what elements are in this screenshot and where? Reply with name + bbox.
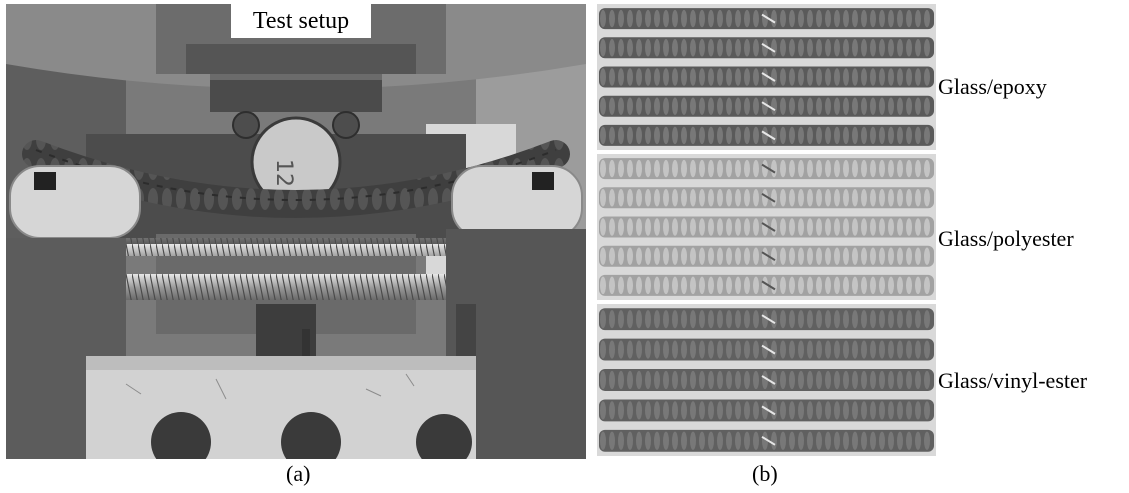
bar-specimen [599,66,934,88]
bar-specimen [599,124,934,146]
test-setup-title: Test setup [231,4,371,38]
bar-specimen [599,37,934,59]
bar-specimen [599,216,934,238]
bar-specimen [599,95,934,117]
bar-specimen [599,429,934,452]
bar-specimen [599,399,934,422]
bar-specimen [599,369,934,391]
bar-specimen [599,245,934,267]
bar-specimen [599,338,934,361]
bar-specimen [599,158,934,180]
bar-specimens [597,4,936,456]
failed-bars-photo [597,4,936,459]
label-glass-polyester: Glass/polyester [938,226,1074,251]
bar-specimen [599,187,934,209]
caption-a: (a) [286,461,311,486]
svg-text:12: 12 [271,159,296,187]
bar-specimen [599,8,934,30]
bar-specimen [599,308,934,331]
test-setup-photo: 12 [6,4,586,459]
label-glass-vinyl-ester: Glass/vinyl-ester [938,368,1088,393]
caption-b: (b) [752,461,778,486]
label-glass-epoxy: Glass/epoxy [938,74,1047,99]
test-setup-illustration: 12 [6,4,586,459]
bar-specimen [599,274,934,296]
